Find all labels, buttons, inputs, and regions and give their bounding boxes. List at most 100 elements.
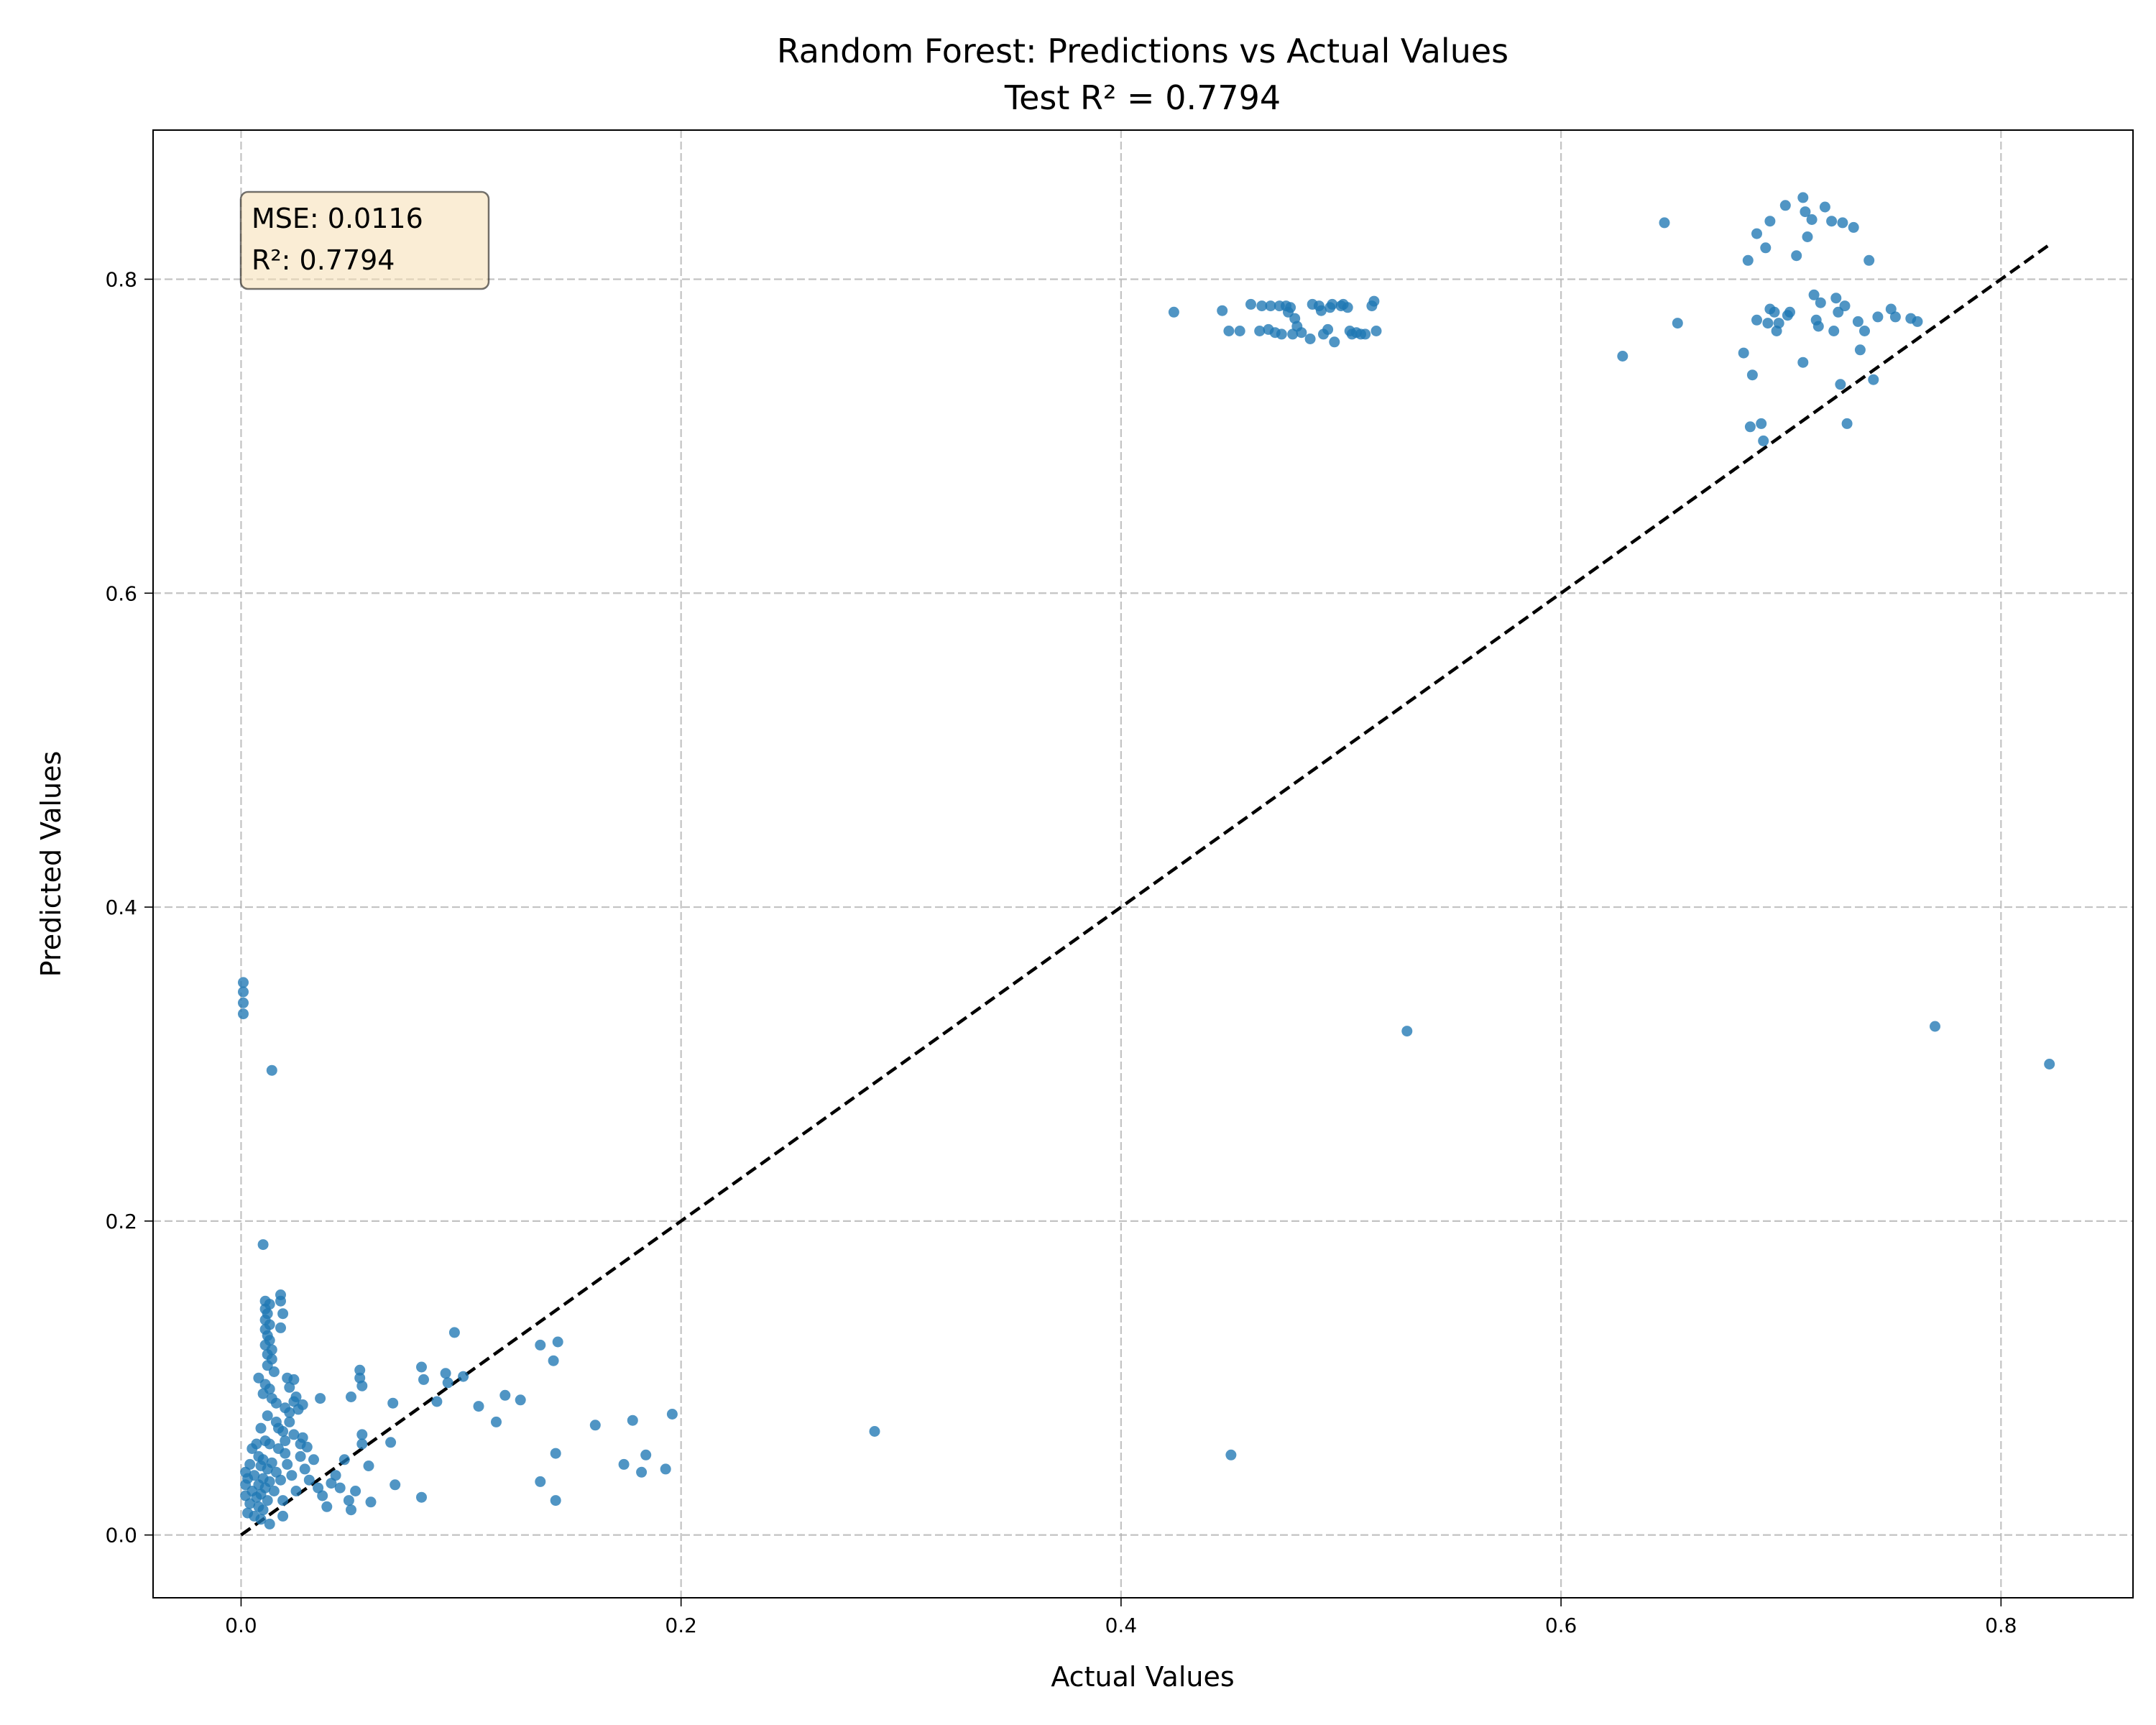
- data-point: [416, 1361, 427, 1373]
- data-point: [1327, 298, 1338, 310]
- data-point: [1812, 321, 1824, 332]
- data-point: [1885, 303, 1897, 315]
- data-point: [1839, 300, 1851, 312]
- y-tick-label: 0.2: [105, 1210, 137, 1233]
- data-point: [268, 1486, 280, 1496]
- reference-line-layer: [240, 243, 2050, 1537]
- perfect-prediction-line: [240, 243, 2050, 1537]
- data-point: [535, 1476, 546, 1487]
- data-point: [1751, 228, 1762, 239]
- data-point: [308, 1454, 319, 1466]
- data-point: [636, 1466, 648, 1478]
- y-tick-label: 0.8: [105, 267, 137, 291]
- data-point: [262, 1410, 273, 1422]
- data-point: [1815, 297, 1826, 308]
- data-point: [282, 1458, 293, 1470]
- data-point: [1254, 326, 1266, 336]
- data-point: [321, 1501, 333, 1512]
- data-point: [1342, 302, 1353, 313]
- data-point: [356, 1438, 368, 1450]
- data-point: [268, 1366, 280, 1377]
- data-point: [1930, 1021, 1940, 1032]
- data-point: [1223, 326, 1235, 336]
- data-point: [1746, 369, 1758, 381]
- data-point: [387, 1397, 399, 1409]
- data-point: [290, 1392, 302, 1402]
- data-point: [251, 1438, 262, 1450]
- data-point: [334, 1482, 346, 1494]
- grid: [153, 130, 2133, 1598]
- data-point: [297, 1399, 308, 1410]
- data-point: [270, 1466, 282, 1478]
- data-point: [1225, 1449, 1237, 1460]
- data-point: [1234, 326, 1245, 336]
- data-point: [277, 1308, 289, 1320]
- data-point: [255, 1514, 267, 1525]
- data-point: [317, 1490, 328, 1501]
- data-point: [1738, 347, 1749, 359]
- data-point: [416, 1491, 427, 1503]
- x-tick-label: 0.4: [1105, 1614, 1138, 1637]
- x-axis-title: Actual Values: [1051, 1661, 1234, 1693]
- data-point: [343, 1495, 354, 1506]
- data-point: [1287, 328, 1299, 340]
- data-point: [356, 1380, 368, 1392]
- data-point: [473, 1401, 484, 1412]
- data-point: [238, 1008, 249, 1020]
- data-point: [313, 1482, 324, 1494]
- y-tick-label: 0.6: [105, 581, 137, 605]
- data-point: [1296, 327, 1307, 339]
- data-point: [257, 1504, 269, 1516]
- data-point: [326, 1478, 337, 1489]
- data-point: [1744, 421, 1756, 433]
- data-point: [442, 1377, 453, 1389]
- data-point: [356, 1429, 368, 1440]
- stats-mse: MSE: 0.0116: [252, 203, 423, 234]
- data-point: [284, 1416, 295, 1427]
- data-point: [315, 1393, 326, 1404]
- data-point: [280, 1448, 291, 1459]
- y-tick-label: 0.0: [105, 1524, 137, 1547]
- x-tick-label: 0.8: [1985, 1614, 2017, 1637]
- data-point: [552, 1336, 563, 1348]
- data-point: [275, 1322, 286, 1333]
- data-point: [440, 1368, 451, 1379]
- data-point: [1852, 316, 1864, 327]
- data-point: [1808, 289, 1820, 300]
- data-point: [618, 1458, 630, 1470]
- data-point: [288, 1429, 300, 1440]
- data-point: [238, 997, 249, 1008]
- data-point: [1758, 435, 1769, 446]
- data-point: [365, 1496, 377, 1508]
- data-point: [257, 1388, 269, 1399]
- data-point: [299, 1463, 310, 1475]
- data-point: [1285, 302, 1296, 313]
- data-point: [1872, 311, 1884, 323]
- data-point: [1784, 306, 1795, 318]
- data-point: [550, 1495, 561, 1506]
- data-point: [346, 1504, 356, 1516]
- data-point: [1819, 201, 1830, 213]
- data-point: [1797, 192, 1809, 203]
- x-tick-label: 0.0: [225, 1614, 257, 1637]
- data-point: [1806, 214, 1818, 225]
- data-point: [363, 1460, 374, 1471]
- data-point: [1837, 217, 1848, 229]
- data-point: [666, 1409, 678, 1420]
- data-point: [1841, 418, 1853, 429]
- data-point: [1756, 418, 1767, 429]
- data-point: [275, 1295, 286, 1307]
- data-point: [295, 1450, 306, 1462]
- x-tick-label: 0.2: [665, 1614, 697, 1637]
- data-point: [1859, 326, 1870, 336]
- data-point: [1368, 295, 1380, 307]
- data-point: [1868, 374, 1879, 385]
- data-point: [288, 1374, 300, 1385]
- data-point: [390, 1479, 401, 1491]
- data-point: [499, 1389, 511, 1401]
- data-point: [1889, 311, 1901, 323]
- data-point: [589, 1420, 601, 1431]
- data-point: [238, 986, 249, 998]
- y-axis-title: Predicted Values: [35, 751, 67, 978]
- data-point: [1854, 344, 1866, 356]
